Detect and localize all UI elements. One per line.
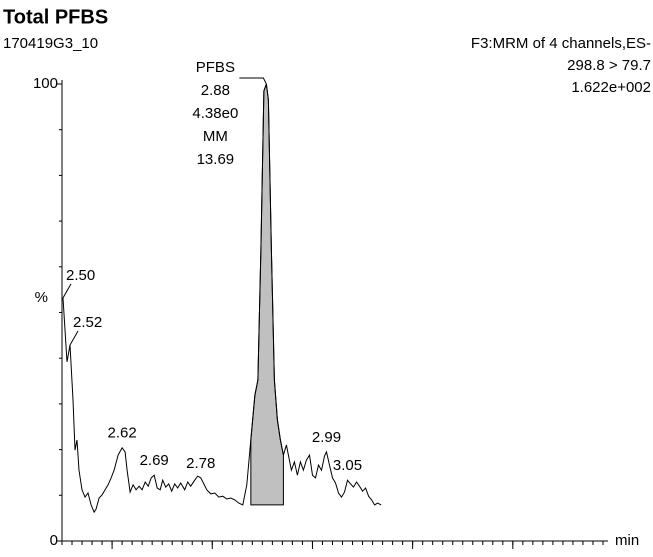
- peak-label: 2.62: [108, 425, 137, 442]
- peak-label: 2.99: [312, 429, 341, 446]
- x-tick-label: 3.00: [298, 556, 327, 557]
- label-leader: [62, 283, 72, 299]
- x-tick-label: 2.80: [198, 556, 227, 557]
- label-leader: [69, 330, 79, 346]
- main-peak-label: 13.69: [197, 151, 235, 168]
- y-tick-label: 100: [33, 75, 58, 92]
- x-axis-label: min: [615, 532, 639, 549]
- info-line: 1.622e+002: [571, 79, 651, 96]
- sample-name: 170419G3_10: [3, 35, 98, 52]
- x-tick-label: 2.60: [97, 556, 126, 557]
- chart-title: Total PFBS: [3, 6, 108, 28]
- info-line: 298.8 > 79.7: [567, 57, 651, 74]
- main-peak-label: MM: [203, 128, 228, 145]
- peak-label: 2.52: [73, 314, 102, 331]
- y-axis-label: %: [35, 289, 48, 306]
- peak-label: 2.50: [66, 267, 95, 284]
- main-peak-label: 4.38e0: [192, 105, 238, 122]
- peak-label: 2.69: [140, 452, 169, 469]
- main-peak-label: PFBS: [196, 59, 235, 76]
- trace: [62, 83, 382, 514]
- y-tick-label: 0: [50, 532, 58, 549]
- main-peak-label: 2.88: [201, 82, 230, 99]
- x-tick-label: 3.20: [398, 556, 427, 557]
- peak-label: 3.05: [333, 457, 362, 474]
- info-line: F3:MRM of 4 channels,ES-: [471, 35, 651, 52]
- x-tick-label: 3.40: [498, 556, 527, 557]
- peak-area: [250, 83, 284, 506]
- peak-label: 2.78: [186, 455, 215, 472]
- label-leader: [239, 77, 267, 85]
